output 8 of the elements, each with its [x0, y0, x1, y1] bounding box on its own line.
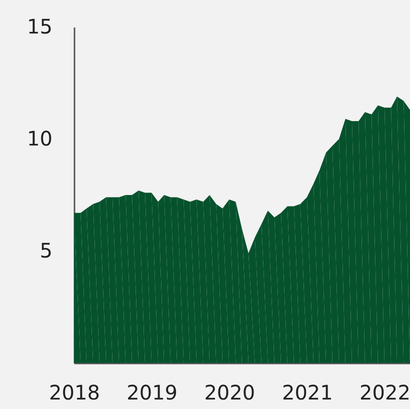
x-tick-label: 2021: [282, 380, 333, 404]
y-tick-label: 5: [40, 238, 52, 262]
x-tick-label: 2018: [49, 380, 100, 404]
y-tick-label: 10: [27, 126, 52, 150]
x-tick-label: 2019: [126, 380, 178, 404]
x-tick-label: 2022: [360, 380, 410, 404]
y-tick-label: 15: [27, 14, 52, 38]
x-tick-label: 2020: [204, 380, 256, 404]
